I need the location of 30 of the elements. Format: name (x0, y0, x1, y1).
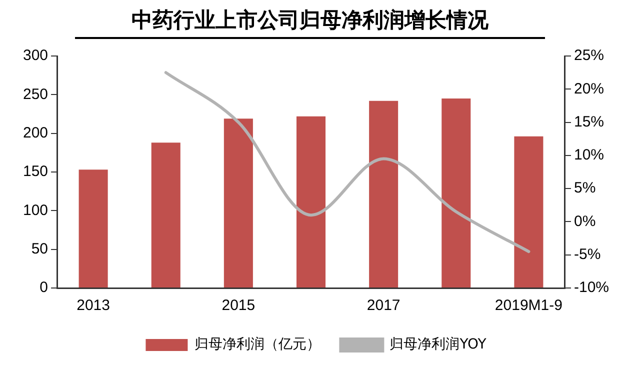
legend-label: 归母净利润YOY (390, 336, 487, 353)
line-series (164, 71, 530, 254)
x-tick-label: 2015 (222, 297, 256, 314)
y2-tick-label: 20% (574, 80, 604, 98)
y-tick-label: 200 (22, 124, 48, 142)
legend-label: 归母净利润（亿元） (194, 336, 321, 353)
y2-tick-label: 0% (574, 212, 596, 230)
y2-tick-label: 5% (574, 180, 596, 197)
bar (296, 116, 326, 288)
y2-tick-label: 15% (574, 113, 604, 130)
x-tick-label: 2017 (366, 297, 400, 314)
y2-tick-label: 10% (574, 146, 604, 164)
y-tick-label: 100 (22, 202, 48, 219)
y-tick-label: 250 (22, 86, 48, 103)
bar (78, 170, 108, 288)
bar (442, 98, 471, 288)
y2-tick-label: -5% (574, 246, 601, 263)
y2-tick-label: 25% (574, 47, 604, 64)
y-tick-label: 150 (22, 163, 48, 180)
bar (151, 142, 180, 288)
x-tick-label: 2019M1-9 (494, 297, 562, 314)
chart-title: 中药行业上市公司归母净利润增长情况 (75, 6, 545, 39)
y-tick-label: 0 (40, 279, 48, 296)
y-tick-label: 50 (31, 240, 48, 258)
bar (224, 118, 253, 288)
bar (514, 136, 544, 288)
x-tick-label: 2013 (76, 297, 110, 314)
y-tick-label: 300 (22, 47, 48, 64)
bar (369, 100, 398, 288)
y2-tick-label: -10% (574, 279, 610, 296)
